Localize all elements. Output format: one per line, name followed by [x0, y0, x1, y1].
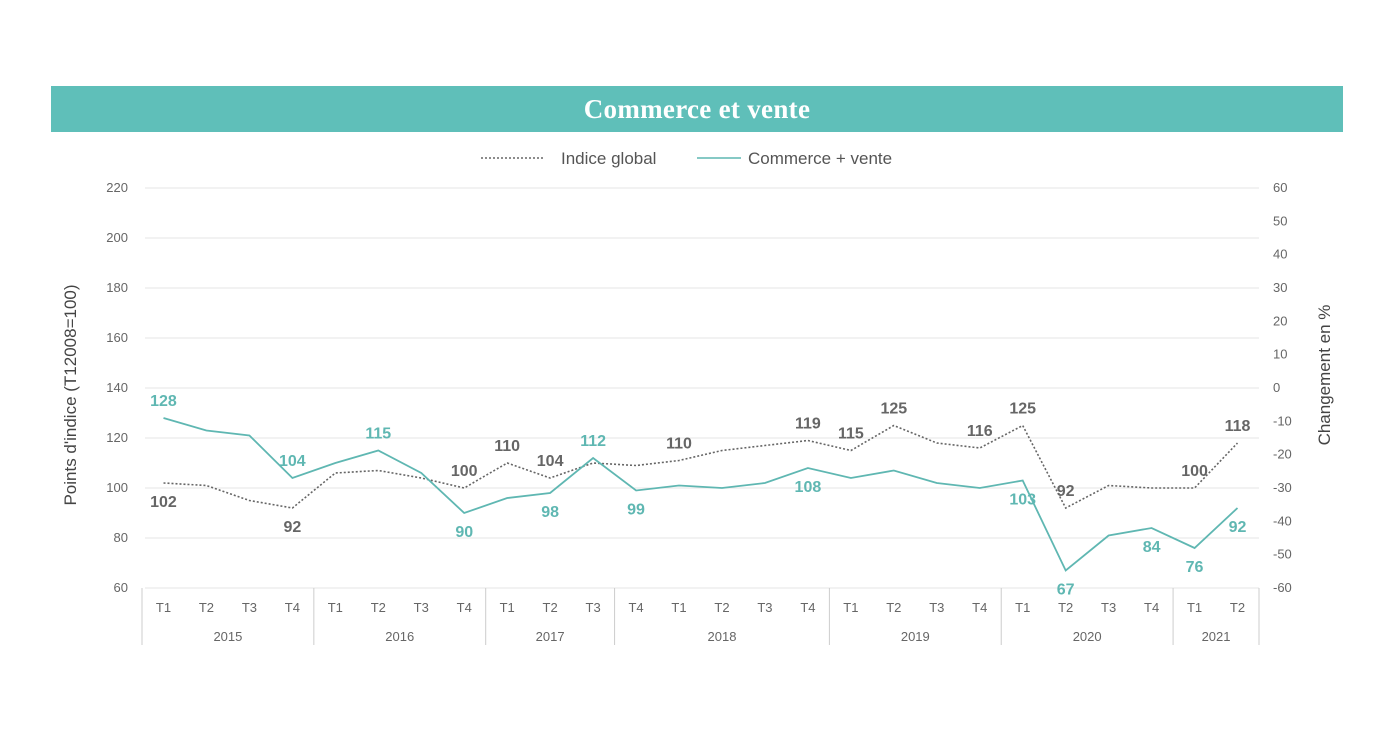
data-label-commerce-vente: 104: [279, 453, 306, 470]
x-tick-label: T4: [628, 600, 643, 615]
year-label: 2015: [213, 629, 242, 644]
x-tick-label: T2: [199, 600, 214, 615]
y-right-tick-label: -60: [1273, 580, 1292, 595]
x-tick-label: T3: [929, 600, 944, 615]
data-label-commerce-vente: 108: [795, 479, 822, 496]
data-label-commerce-vente: 99: [627, 502, 645, 519]
x-tick-label: T2: [886, 600, 901, 615]
data-label-indice-global: 118: [1225, 418, 1251, 435]
year-label: 2020: [1073, 629, 1102, 644]
y-right-tick-label: 50: [1273, 213, 1287, 228]
data-label-commerce-vente: 98: [541, 504, 559, 521]
x-tick-label: T2: [543, 600, 558, 615]
x-tick-label: T3: [242, 600, 257, 615]
data-label-commerce-vente: 76: [1186, 559, 1204, 576]
x-tick-label: T1: [1187, 600, 1202, 615]
data-label-indice-global: 100: [451, 463, 478, 480]
y-tick-label: 60: [114, 580, 128, 595]
y-right-tick-label: -20: [1273, 447, 1292, 462]
y-right-tick-label: 0: [1273, 380, 1280, 395]
data-label-commerce-vente: 84: [1143, 539, 1161, 556]
x-tick-label: T2: [1058, 600, 1073, 615]
x-tick-label: T3: [586, 600, 601, 615]
x-tick-label: T1: [1015, 600, 1030, 615]
data-label-indice-global: 102: [150, 494, 177, 511]
y-right-tick-label: -30: [1273, 480, 1292, 495]
data-label-commerce-vente: 103: [1009, 492, 1036, 509]
x-tick-label: T4: [285, 600, 300, 615]
data-label-commerce-vente: 90: [455, 524, 473, 541]
year-label: 2017: [536, 629, 565, 644]
data-label-indice-global: 115: [838, 426, 864, 443]
y-right-tick-label: -50: [1273, 547, 1292, 562]
y-tick-label: 180: [106, 280, 128, 295]
x-tick-label: T4: [457, 600, 472, 615]
series-line-indice-global: [163, 424, 1239, 510]
data-label-indice-global: 110: [494, 438, 520, 455]
y-axis-label: Points d'indice (T12008=100): [61, 284, 80, 505]
y-right-tick-label: 40: [1273, 247, 1287, 262]
y-right-axis-label: Changement en %: [1315, 305, 1334, 446]
x-tick-label: T4: [972, 600, 987, 615]
x-tick-label: T1: [328, 600, 343, 615]
data-label-commerce-vente: 67: [1057, 582, 1075, 599]
y-tick-label: 80: [114, 530, 128, 545]
x-tick-label: T1: [156, 600, 171, 615]
y-right-tick-label: -10: [1273, 413, 1292, 428]
y-right-tick-label: 60: [1273, 180, 1287, 195]
x-tick-label: T3: [414, 600, 429, 615]
x-tick-label: T2: [1230, 600, 1245, 615]
y-tick-label: 100: [106, 480, 128, 495]
x-tick-label: T3: [757, 600, 772, 615]
data-label-indice-global: 116: [967, 423, 993, 440]
year-label: 2021: [1202, 629, 1231, 644]
x-tick-label: T3: [1101, 600, 1116, 615]
y-right-tick-label: 20: [1273, 313, 1287, 328]
legend-label-indice-global: Indice global: [561, 149, 656, 168]
year-label: 2016: [385, 629, 414, 644]
data-label-commerce-vente: 112: [580, 433, 606, 450]
y-tick-label: 220: [106, 180, 128, 195]
x-tick-label: T1: [500, 600, 515, 615]
legend-label-commerce-vente: Commerce + vente: [748, 149, 892, 168]
data-label-indice-global: 100: [1181, 463, 1208, 480]
y-tick-label: 120: [106, 430, 128, 445]
year-label: 2019: [901, 629, 930, 644]
data-label-commerce-vente: 128: [150, 393, 177, 410]
x-tick-label: T1: [843, 600, 858, 615]
year-label: 2018: [708, 629, 737, 644]
x-tick-label: T4: [800, 600, 815, 615]
data-label-commerce-vente: 92: [1229, 519, 1247, 536]
data-label-indice-global: 110: [666, 436, 692, 453]
y-tick-label: 140: [106, 380, 128, 395]
data-label-indice-global: 104: [537, 453, 564, 470]
y-tick-label: 200: [106, 230, 128, 245]
y-right-tick-label: -40: [1273, 513, 1292, 528]
x-tick-label: T1: [671, 600, 686, 615]
data-label-indice-global: 92: [1057, 483, 1075, 500]
x-tick-label: T2: [371, 600, 386, 615]
data-label-indice-global: 119: [795, 416, 821, 433]
title-banner: Commerce et vente: [51, 86, 1343, 132]
chart-title: Commerce et vente: [583, 94, 811, 124]
data-label-indice-global: 125: [880, 401, 907, 418]
y-right-tick-label: 30: [1273, 280, 1287, 295]
y-tick-label: 160: [106, 330, 128, 345]
data-label-indice-global: 125: [1009, 401, 1036, 418]
x-tick-label: T2: [714, 600, 729, 615]
series-line-commerce-vente: [163, 417, 1239, 572]
x-tick-label: T4: [1144, 600, 1159, 615]
data-label-commerce-vente: 115: [365, 426, 391, 443]
data-label-indice-global: 92: [283, 519, 301, 536]
y-right-tick-label: 10: [1273, 347, 1287, 362]
